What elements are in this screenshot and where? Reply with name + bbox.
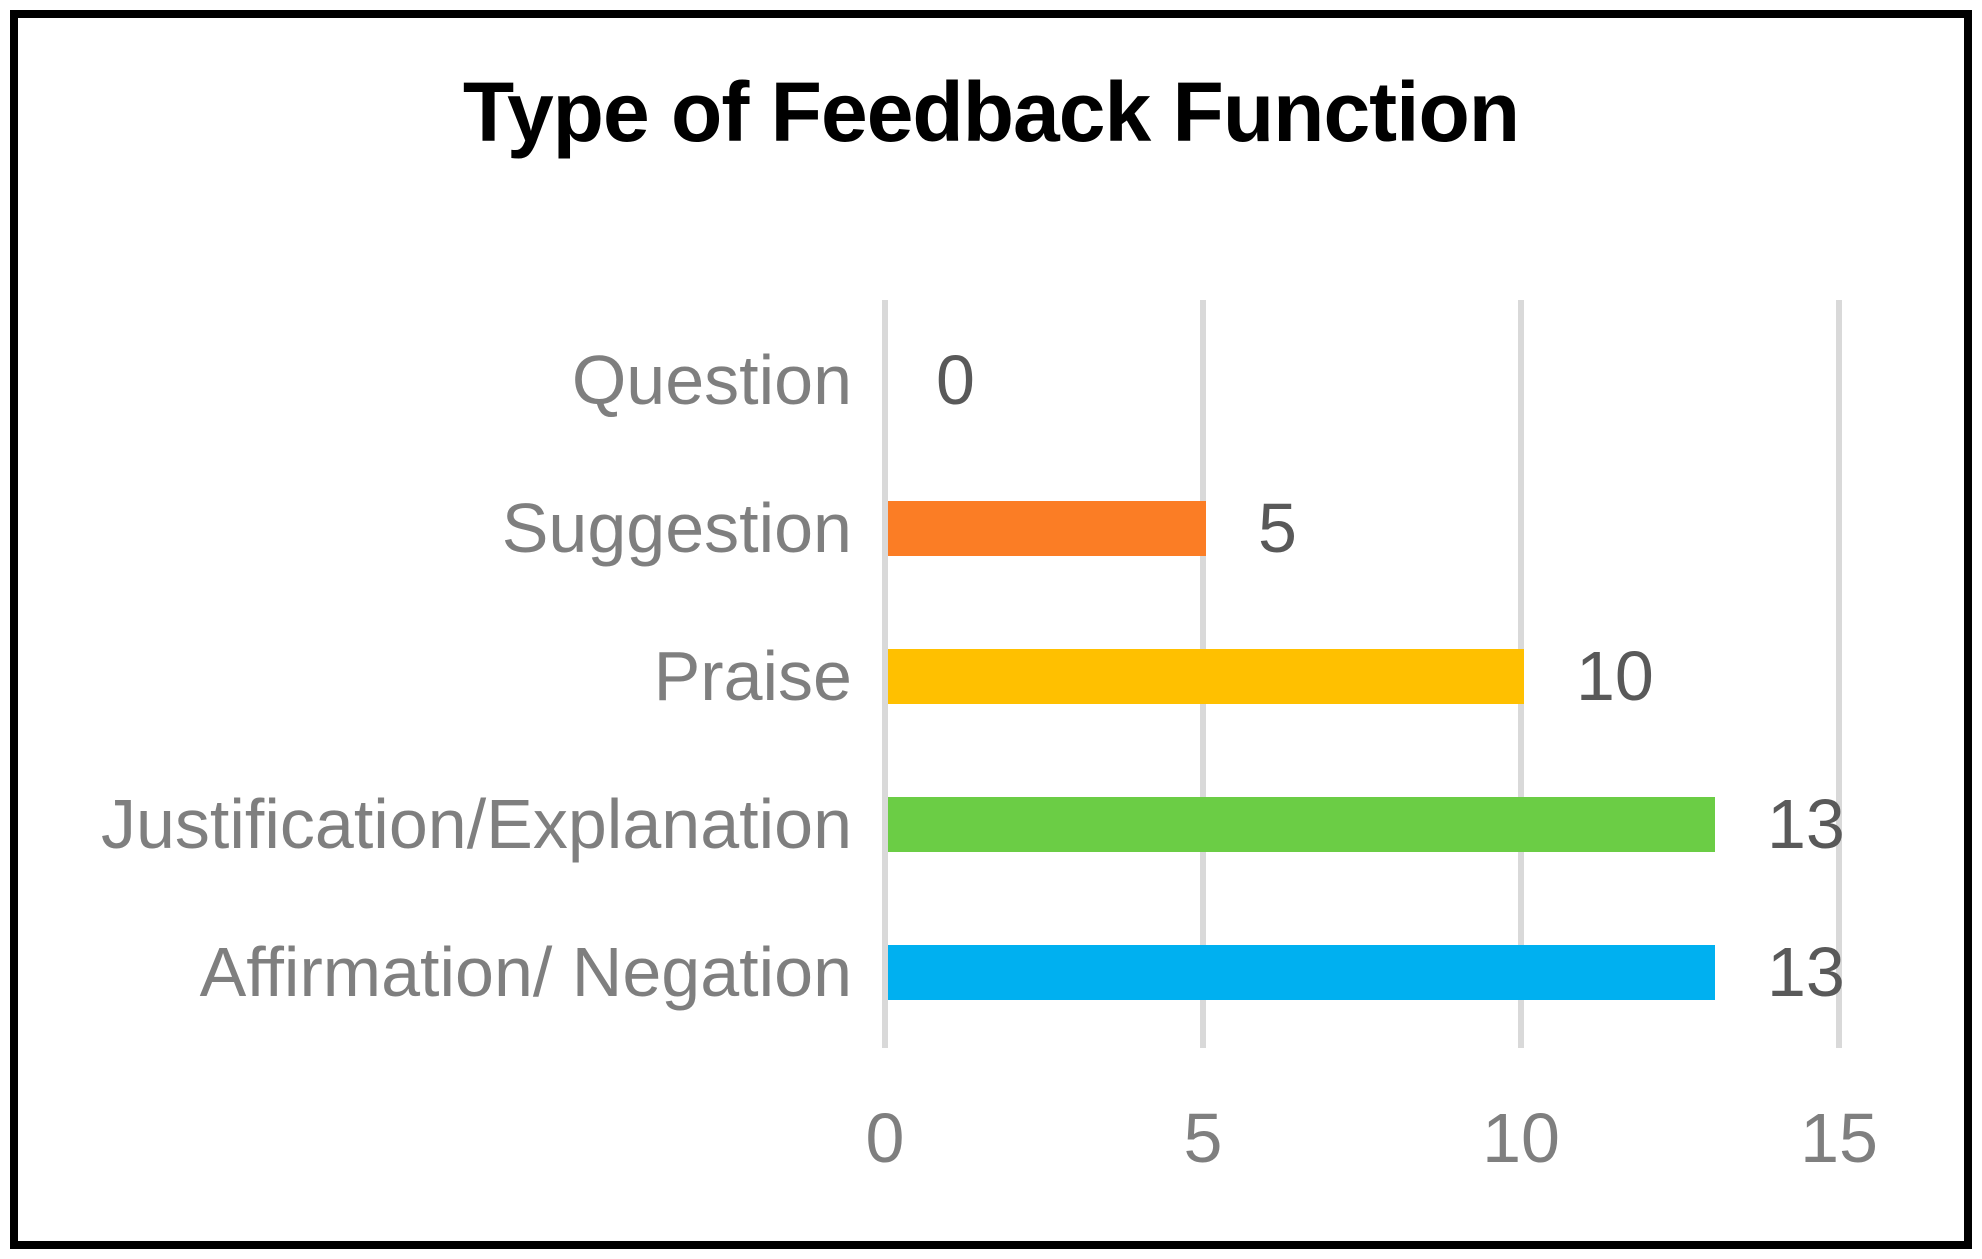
data-label: 0 xyxy=(936,341,975,419)
data-label: 13 xyxy=(1767,785,1845,863)
category-label: Suggestion xyxy=(501,489,852,567)
bar-justification-explanation xyxy=(888,797,1715,852)
x-tick-0: 0 xyxy=(865,1099,905,1177)
chart-title: Type of Feedback Function xyxy=(462,65,1520,159)
gridline-15 xyxy=(1836,300,1842,1048)
x-tick-5: 5 xyxy=(1183,1099,1223,1177)
x-tick-10: 10 xyxy=(1482,1099,1560,1177)
category-label: Question xyxy=(571,341,852,419)
gridline-0 xyxy=(882,300,888,1048)
category-label: Praise xyxy=(653,637,852,715)
data-label: 13 xyxy=(1767,933,1845,1011)
bar-affirmation-negation xyxy=(888,945,1715,1000)
data-label: 10 xyxy=(1576,637,1654,715)
category-label: Affirmation/ Negation xyxy=(199,933,852,1011)
data-label: 5 xyxy=(1258,489,1297,567)
bar-suggestion xyxy=(888,501,1206,556)
category-label: Justification/Explanation xyxy=(101,785,852,863)
chart-border-frame xyxy=(10,10,1972,1249)
x-tick-15: 15 xyxy=(1800,1099,1878,1177)
bar-praise xyxy=(888,649,1524,704)
